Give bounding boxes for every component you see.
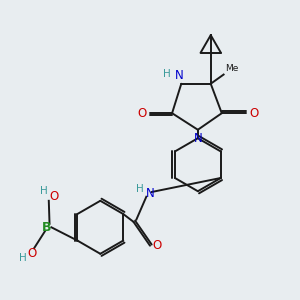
Text: O: O xyxy=(249,107,258,120)
Text: O: O xyxy=(153,239,162,252)
Text: H: H xyxy=(40,186,48,196)
Text: Me: Me xyxy=(226,64,239,73)
Text: H: H xyxy=(136,184,144,194)
Text: B: B xyxy=(42,221,52,234)
Text: O: O xyxy=(137,107,146,120)
Text: O: O xyxy=(28,247,37,260)
Text: H: H xyxy=(19,253,27,263)
Text: H: H xyxy=(164,69,171,79)
Text: N: N xyxy=(175,69,184,82)
Text: O: O xyxy=(50,190,59,202)
Text: N: N xyxy=(146,187,154,200)
Text: N: N xyxy=(194,132,203,145)
